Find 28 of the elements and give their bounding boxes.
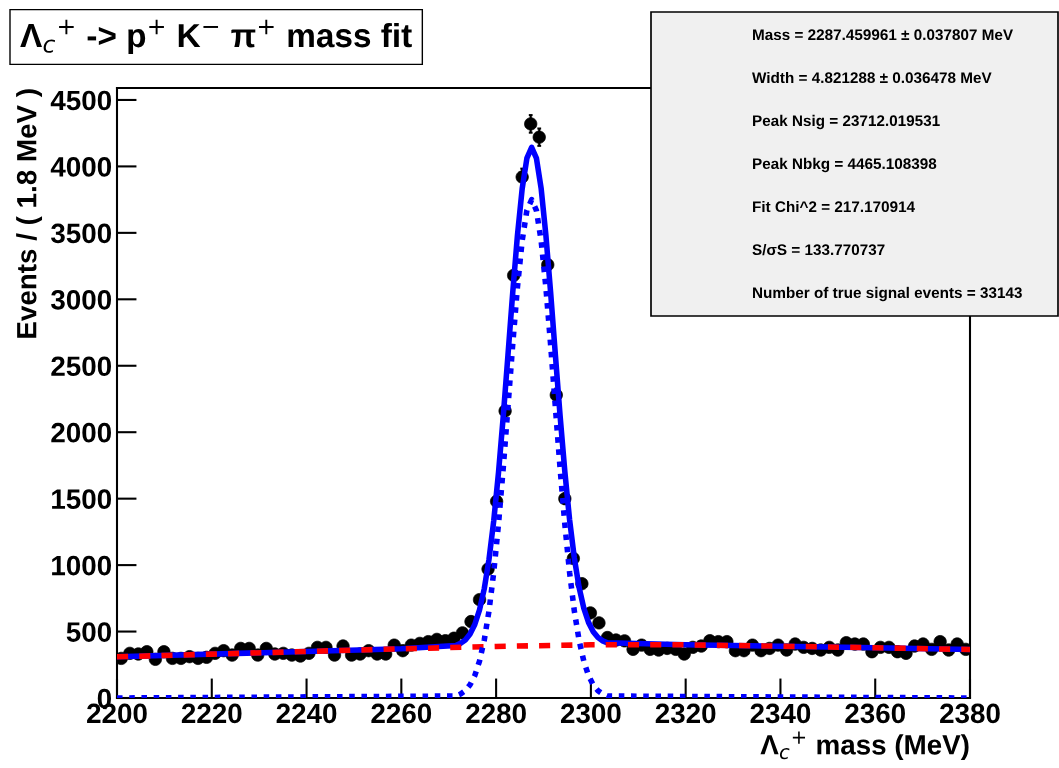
annotation: Fit Chi^2 = 217.170914 [753, 200, 915, 213]
y-tick-label: 4000 [50, 157, 112, 177]
y-tick-label: 500 [66, 622, 112, 642]
y-tick-label: 3500 [50, 223, 112, 244]
annotation: Peak Nbkg = 4465.108398 [753, 157, 937, 173]
y-tick-label: 4500 [50, 90, 112, 111]
y-tick-label: 1000 [52, 555, 112, 576]
annotation: S/σS = 133.770737 [752, 243, 885, 256]
annotation: Number of true signal events = 33143 [753, 286, 1022, 302]
x-tick-label: 2360 [845, 703, 905, 724]
text: Mass = 2287.459961 ± 0.037807 MeV [753, 29, 1013, 41]
x-tick-label: 2340 [750, 703, 811, 724]
x-tick-label: 2260 [371, 703, 432, 724]
annotation: Peak Nsig = 23712.019531 [753, 114, 940, 130]
y-tick-label: 3000 [50, 289, 112, 310]
y-axis-title: Events / ( 1.8 MeV ) [16, 89, 43, 338]
chart-title: Λ$_{c}$$^{+}$ -> p$^{+}$ K$^{−}$ π$^{+}$ mass fit [20, 19, 412, 54]
x-tick-label: 2280 [466, 703, 526, 724]
y-tick-label: 1500 [52, 489, 112, 509]
y-tick-label: 2000 [51, 422, 112, 443]
x-tick-label: 2220 [181, 703, 242, 724]
x-tick-label: 2320 [655, 703, 716, 724]
x-tick-label: 2380 [940, 703, 1000, 724]
text: Width = 4.821288 ± 0.036478 MeV [752, 71, 992, 84]
x-tick-label: 2240 [276, 703, 337, 724]
x-axis-title: Λ$_{c}$$^{+}$ mass (MeV) [760, 731, 969, 761]
x-tick-label: 2300 [560, 703, 621, 724]
y-tick-label: 2500 [51, 356, 112, 377]
